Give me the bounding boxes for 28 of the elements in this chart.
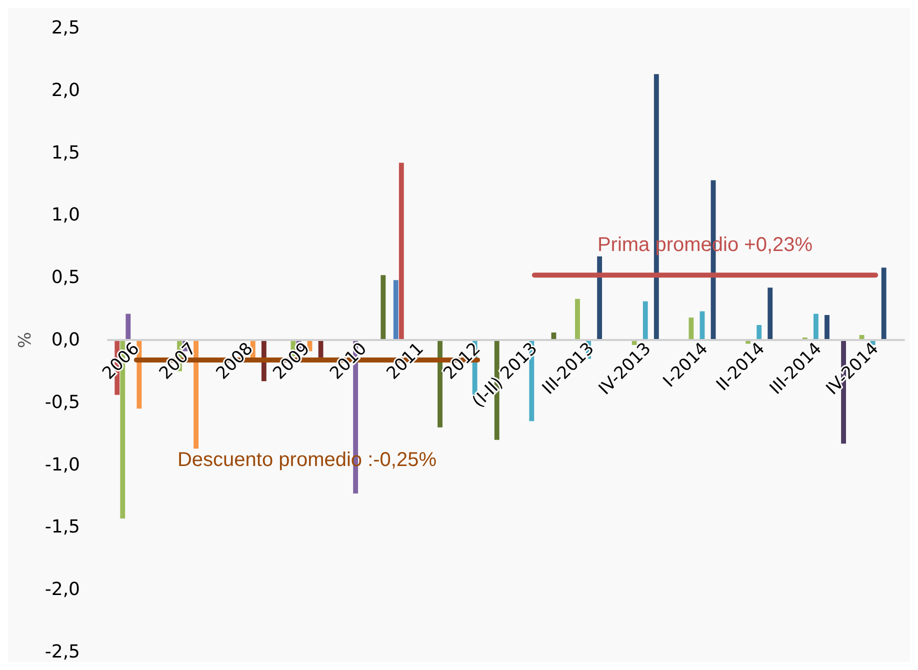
- bar: [393, 280, 398, 340]
- y-tick-label: 0,5: [51, 267, 80, 288]
- bar: [688, 318, 694, 340]
- y-tick-label: -1,5: [44, 516, 80, 538]
- bar: [318, 340, 324, 358]
- y-tick-label: -2,0: [44, 579, 80, 600]
- y-tick-label: 2,5: [51, 18, 80, 38]
- bar: [768, 288, 773, 340]
- bar: [642, 301, 648, 340]
- bar: [398, 162, 404, 340]
- y-tick-label: 2,0: [51, 80, 80, 101]
- y-tick-label: -2,5: [44, 642, 80, 662]
- bar: [575, 298, 580, 340]
- bar: [194, 340, 199, 449]
- y-tick-label: 0,0: [51, 330, 80, 350]
- bar: [126, 314, 131, 340]
- y-axis-title: %: [15, 332, 36, 348]
- y-tick-label: 1,0: [51, 204, 80, 226]
- bar: [813, 314, 818, 340]
- y-tick-label: 1,5: [51, 142, 80, 164]
- bar: [824, 315, 830, 340]
- bar: [881, 268, 886, 340]
- bar: [756, 325, 762, 340]
- y-tick-label: -0,5: [44, 392, 80, 413]
- bar: [438, 340, 442, 428]
- y-tick-label: -1,0: [44, 454, 80, 476]
- bar: [597, 256, 602, 340]
- bar: [380, 275, 386, 340]
